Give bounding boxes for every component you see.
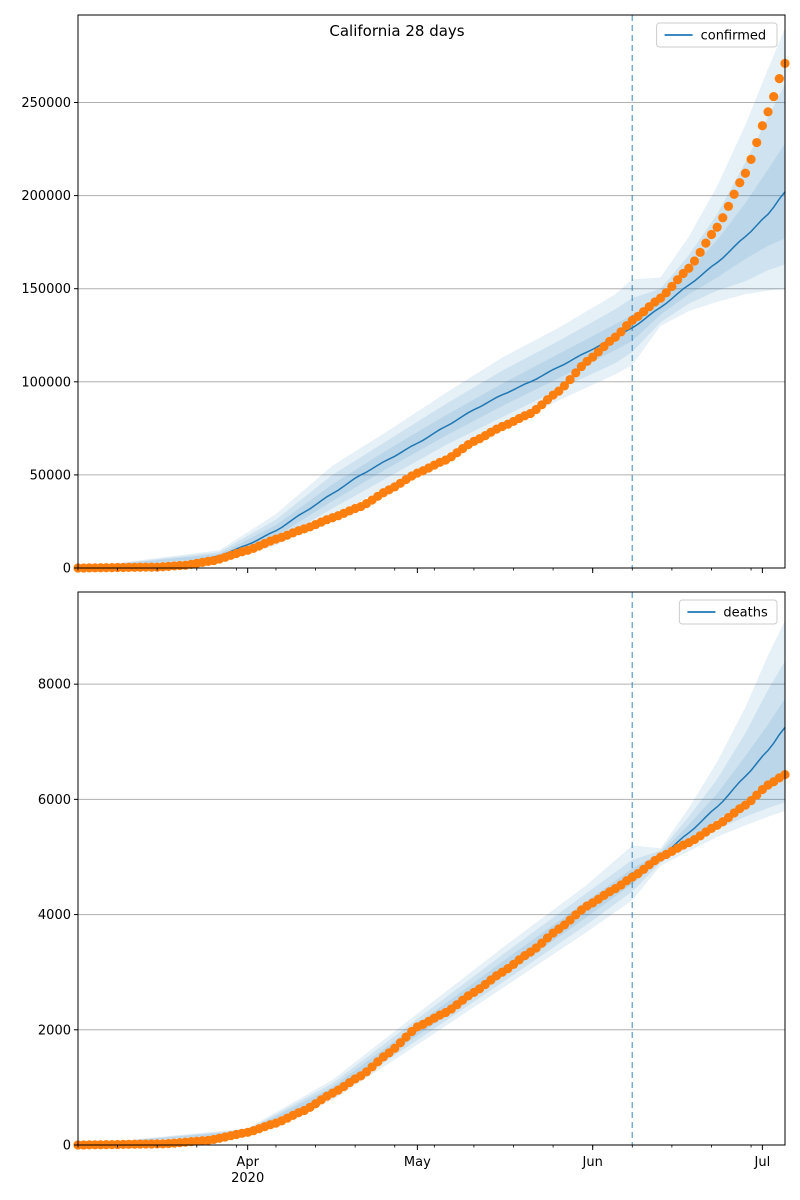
y-tick-label: 200000 xyxy=(21,189,71,204)
observed-point xyxy=(746,154,756,164)
y-tick-label: 50000 xyxy=(30,468,71,483)
observed-point xyxy=(616,327,626,337)
observed-point xyxy=(661,288,671,298)
observed-point xyxy=(706,229,717,240)
observed-point xyxy=(390,1043,400,1053)
observed-point xyxy=(701,238,711,248)
y-tick-label: 0 xyxy=(63,562,71,577)
y-tick-label: 4000 xyxy=(38,908,71,923)
observed-point xyxy=(712,222,722,232)
model-line xyxy=(77,726,786,1146)
observed-point xyxy=(752,137,762,148)
model-line xyxy=(77,191,786,569)
y-tick-label: 6000 xyxy=(38,793,71,808)
y-tick-label: 0 xyxy=(63,1139,71,1154)
uncertainty-band xyxy=(78,620,785,1145)
legend-box xyxy=(678,599,778,625)
chart-title: California 28 days xyxy=(329,22,464,40)
legend-label: deaths xyxy=(723,606,768,621)
observed-series xyxy=(73,770,790,1150)
observed-point xyxy=(667,281,677,292)
y-tick-label: 8000 xyxy=(38,678,71,693)
x-tick-label: May xyxy=(404,1155,431,1170)
observed-point xyxy=(763,107,773,117)
observed-point xyxy=(740,168,751,178)
observed-point xyxy=(684,263,694,273)
uncertainty-band xyxy=(78,698,785,1145)
observed-point xyxy=(571,368,581,378)
observed-point xyxy=(729,189,739,199)
uncertainty-band xyxy=(78,83,785,568)
legend-box xyxy=(656,22,778,48)
y-tick-label: 250000 xyxy=(21,96,71,111)
x-tick-label: Jul xyxy=(754,1155,771,1170)
plot-frame xyxy=(77,14,786,569)
confirmed-panel: 0 50000 100000 150000 200000 250000 confirmed xyxy=(21,14,790,577)
x-tick-sublabel: 2020 xyxy=(231,1171,264,1186)
legend: deaths xyxy=(678,599,778,625)
observed-point xyxy=(752,790,762,800)
observed-point xyxy=(395,1038,405,1048)
observed-point xyxy=(565,374,575,385)
uncertainty-band xyxy=(78,28,785,568)
observed-point xyxy=(689,256,700,266)
y-tick-label: 150000 xyxy=(21,282,71,297)
observed-point xyxy=(757,121,767,131)
y-tick-label: 2000 xyxy=(38,1023,71,1038)
uncertainty-band xyxy=(78,143,785,569)
x-tick-label: Jun xyxy=(582,1155,603,1170)
observed-series xyxy=(73,58,790,573)
legend-label: confirmed xyxy=(701,29,767,44)
observed-point xyxy=(735,178,745,188)
observed-point xyxy=(559,381,570,391)
observed-point xyxy=(723,201,734,211)
x-tick-label: Apr xyxy=(236,1155,259,1170)
plot-frame xyxy=(77,591,786,1146)
observed-point xyxy=(695,247,705,257)
observed-point xyxy=(718,213,728,223)
uncertainty-band xyxy=(78,661,785,1145)
observed-point xyxy=(672,275,683,285)
legend: confirmed xyxy=(656,22,778,48)
observed-point xyxy=(746,795,756,806)
y-tick-label: 100000 xyxy=(21,375,71,390)
observed-point xyxy=(774,74,784,84)
observed-point xyxy=(401,1032,411,1042)
observed-point xyxy=(769,91,779,102)
